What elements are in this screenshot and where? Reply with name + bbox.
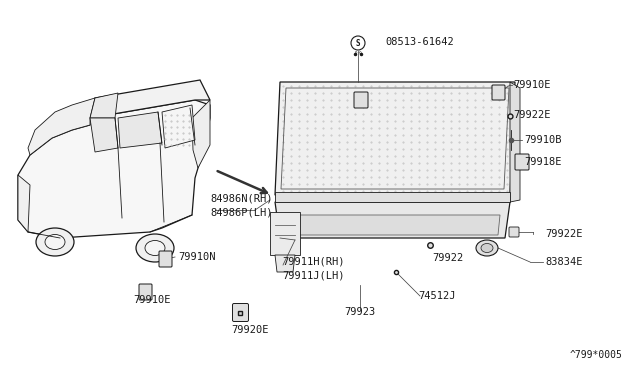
Polygon shape bbox=[510, 82, 520, 202]
Text: 79911J(LH): 79911J(LH) bbox=[282, 271, 344, 281]
Polygon shape bbox=[90, 80, 210, 118]
Text: 74512J: 74512J bbox=[418, 291, 456, 301]
Text: 79920E: 79920E bbox=[231, 325, 269, 335]
Polygon shape bbox=[90, 118, 118, 152]
Text: °°: °° bbox=[354, 52, 362, 58]
Polygon shape bbox=[275, 192, 510, 202]
Text: 79910E: 79910E bbox=[133, 295, 171, 305]
Text: 79910B: 79910B bbox=[524, 135, 561, 145]
Text: 79910N: 79910N bbox=[178, 252, 216, 262]
Polygon shape bbox=[118, 112, 162, 148]
Text: 79922E: 79922E bbox=[513, 110, 550, 120]
FancyBboxPatch shape bbox=[159, 251, 172, 267]
Ellipse shape bbox=[45, 234, 65, 250]
Ellipse shape bbox=[476, 240, 498, 256]
Text: 79923: 79923 bbox=[344, 307, 376, 317]
Text: S: S bbox=[356, 38, 360, 48]
FancyBboxPatch shape bbox=[354, 92, 368, 108]
FancyBboxPatch shape bbox=[139, 284, 152, 300]
Polygon shape bbox=[275, 202, 510, 238]
Polygon shape bbox=[275, 82, 515, 195]
FancyBboxPatch shape bbox=[232, 304, 248, 321]
Ellipse shape bbox=[136, 234, 174, 262]
Text: 79922: 79922 bbox=[432, 253, 463, 263]
Ellipse shape bbox=[36, 228, 74, 256]
FancyBboxPatch shape bbox=[509, 227, 519, 237]
Polygon shape bbox=[18, 100, 210, 238]
Polygon shape bbox=[275, 255, 295, 272]
Text: ^799*0005: ^799*0005 bbox=[570, 350, 623, 360]
Text: 79910E: 79910E bbox=[513, 80, 550, 90]
Polygon shape bbox=[162, 105, 195, 148]
Polygon shape bbox=[192, 100, 210, 168]
Polygon shape bbox=[18, 175, 30, 232]
Text: 84986N(RH): 84986N(RH) bbox=[210, 193, 273, 203]
Ellipse shape bbox=[481, 244, 493, 253]
Text: 79911H(RH): 79911H(RH) bbox=[282, 257, 344, 267]
Text: 79918E: 79918E bbox=[524, 157, 561, 167]
FancyBboxPatch shape bbox=[515, 154, 529, 170]
Text: 84986P(LH): 84986P(LH) bbox=[210, 207, 273, 217]
Polygon shape bbox=[90, 93, 118, 118]
Polygon shape bbox=[28, 98, 95, 155]
FancyBboxPatch shape bbox=[492, 85, 505, 100]
Text: 79922E: 79922E bbox=[545, 229, 582, 239]
Polygon shape bbox=[270, 212, 300, 255]
Polygon shape bbox=[290, 215, 500, 235]
Text: 83834E: 83834E bbox=[545, 257, 582, 267]
Ellipse shape bbox=[145, 241, 165, 256]
Text: 08513-61642: 08513-61642 bbox=[385, 37, 454, 47]
